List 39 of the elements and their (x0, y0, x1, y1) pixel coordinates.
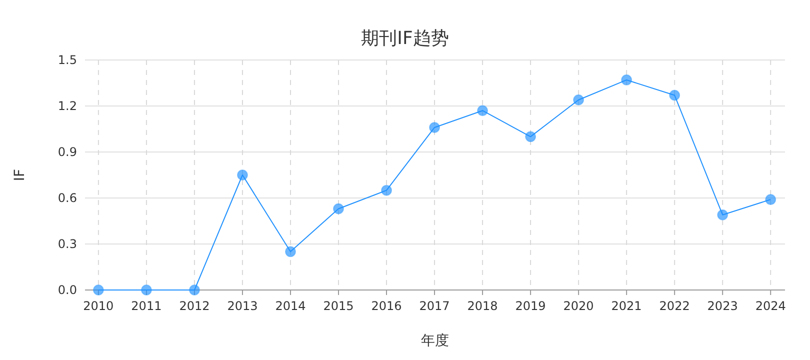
y-tick-label: 0.9 (58, 145, 77, 159)
y-tick-label: 1.2 (58, 99, 77, 113)
x-tick-label: 2014 (275, 299, 306, 313)
x-tick-label: 2010 (83, 299, 114, 313)
x-tick-label: 2021 (611, 299, 642, 313)
x-tick-label: 2018 (467, 299, 498, 313)
x-tick-label: 2015 (323, 299, 354, 313)
y-tick-label: 1.5 (58, 53, 77, 67)
x-tick-label: 2023 (707, 299, 738, 313)
point (621, 74, 632, 86)
point (140, 284, 152, 296)
x-tick-label: 2011 (131, 299, 162, 313)
chart-title: 期刊IF趋势 (361, 28, 449, 49)
x-tick-label: 2019 (515, 299, 546, 313)
x-tick-label: 2024 (755, 299, 786, 313)
y-tick-label: 0.6 (58, 191, 77, 205)
x-tick-label: 2012 (179, 299, 210, 313)
point (525, 131, 536, 142)
point (429, 122, 440, 133)
x-tick-label: 2017 (419, 299, 450, 313)
x-tick-label: 2022 (659, 299, 690, 313)
point (765, 194, 776, 206)
point (717, 209, 728, 220)
point (381, 184, 392, 196)
point (573, 94, 584, 106)
x-tick-label: 2013 (227, 299, 258, 313)
point (188, 284, 200, 296)
y-tick-label: 0.0 (58, 283, 77, 297)
point (669, 90, 680, 101)
point (284, 246, 296, 258)
x-axis-title: 年度 (421, 333, 449, 349)
y-tick-label: 0.3 (58, 237, 77, 251)
point (92, 284, 104, 296)
x-tick-label: 2016 (371, 299, 402, 313)
point (477, 105, 488, 116)
y-axis-title: IF (12, 168, 28, 182)
x-tick-label: 2020 (563, 299, 594, 313)
point (333, 203, 344, 214)
point (236, 170, 248, 180)
